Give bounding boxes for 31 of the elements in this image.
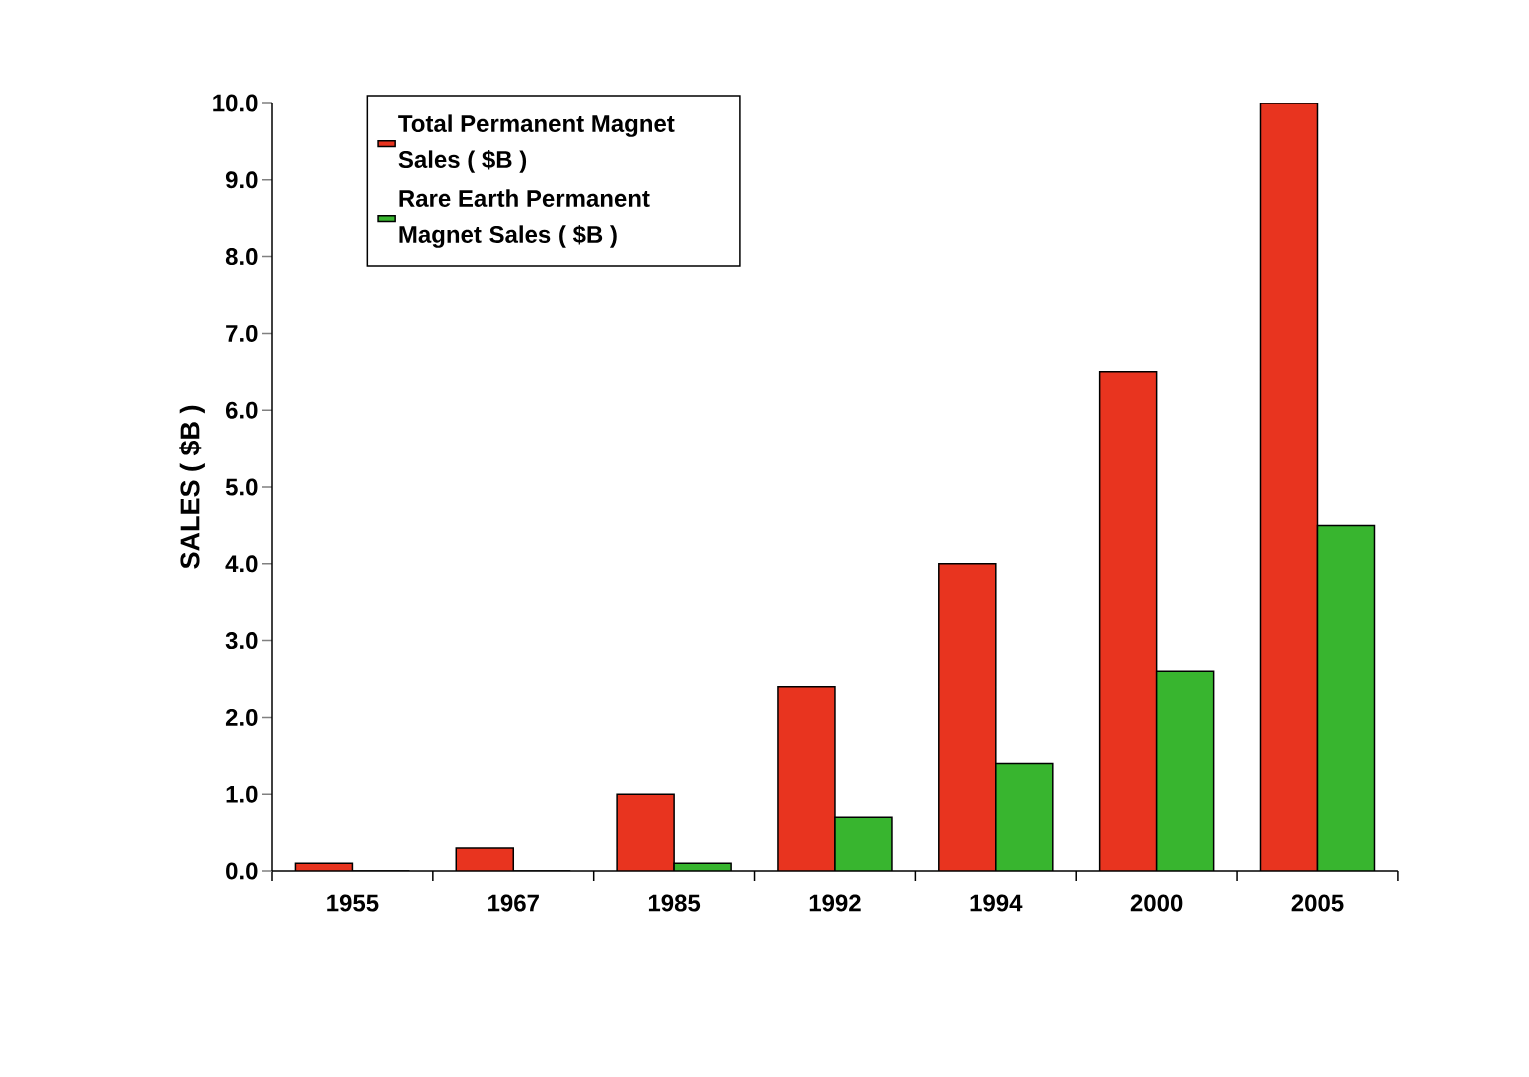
bar bbox=[777, 686, 835, 871]
y-tick-label: 4.0 bbox=[225, 555, 258, 573]
x-tick-label: 2000 bbox=[1130, 894, 1183, 912]
x-tick-label: 1955 bbox=[327, 894, 379, 912]
bar bbox=[1099, 371, 1157, 871]
y-tick-label: 9.0 bbox=[225, 171, 258, 189]
y-tick-label: 7.0 bbox=[226, 324, 258, 342]
x-tick-label: 2005 bbox=[1291, 894, 1344, 912]
x-tick-label: 1994 bbox=[970, 894, 1023, 912]
y-tick-label: 1.0 bbox=[226, 785, 258, 803]
y-tick-label: 6.0 bbox=[225, 401, 258, 419]
bar bbox=[456, 847, 514, 871]
x-tick-label: 1967 bbox=[488, 894, 539, 912]
bar bbox=[995, 763, 1053, 871]
bar bbox=[617, 794, 675, 871]
x-tick-label: 1985 bbox=[648, 894, 701, 912]
legend-label: Rare Earth Permanent Magnet Sales ( $B ) bbox=[399, 189, 650, 248]
y-tick-label: 0.0 bbox=[226, 862, 258, 880]
legend-label: Total Permanent Magnet Sales ( $B ) bbox=[398, 114, 675, 173]
y-tick-label: 10.0 bbox=[213, 94, 258, 112]
y-tick-label: 8.0 bbox=[225, 248, 258, 266]
bar bbox=[1156, 671, 1214, 871]
y-tick-label: 2.0 bbox=[225, 708, 258, 726]
y-tick-label: 3.0 bbox=[225, 632, 258, 650]
bar bbox=[834, 817, 892, 871]
bar bbox=[1316, 524, 1376, 871]
x-tick-label: 1992 bbox=[809, 894, 861, 912]
y-tick-label: 5.0 bbox=[225, 478, 258, 496]
bar bbox=[938, 563, 996, 871]
bar bbox=[1259, 102, 1319, 871]
y-axis-title: SALES ( $B ) bbox=[179, 405, 205, 569]
